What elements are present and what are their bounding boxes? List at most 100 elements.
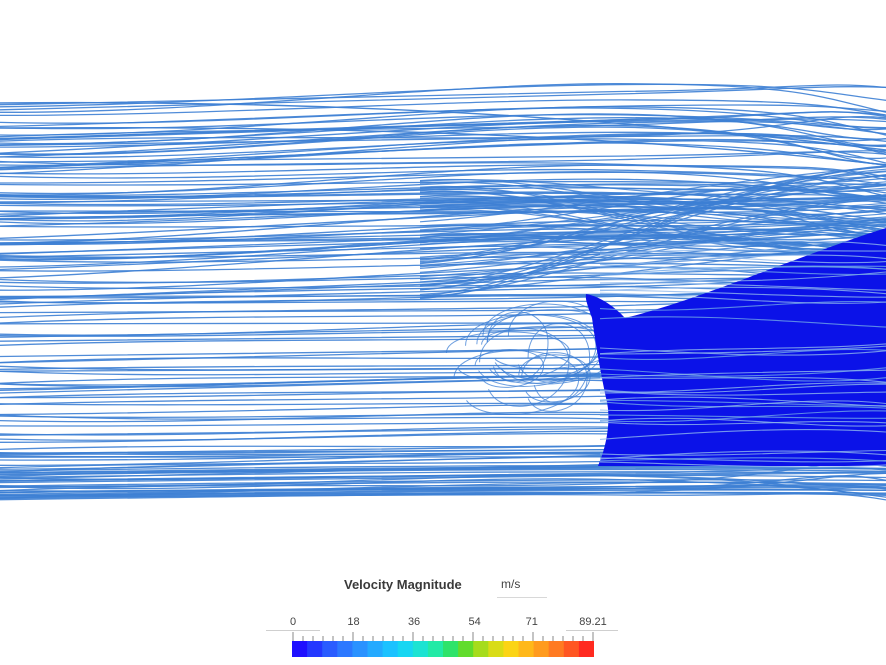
streamline (599, 249, 886, 255)
streamline (599, 254, 886, 267)
streamline (0, 107, 886, 129)
streamline (419, 234, 886, 245)
streamlines-over-body (599, 240, 886, 468)
streamline (599, 461, 886, 468)
colorbar-segment (382, 641, 399, 657)
streamline (0, 140, 886, 169)
unit-label: m/s (501, 577, 521, 591)
colorbar-segment (458, 641, 474, 657)
streamline (479, 328, 570, 407)
streamline (419, 170, 886, 233)
streamline (518, 354, 591, 403)
streamline (0, 120, 886, 158)
streamline (599, 316, 886, 328)
streamline (599, 400, 886, 412)
colorbar-segment (533, 641, 550, 657)
streamline (419, 179, 886, 200)
streamline (599, 286, 886, 295)
streamline (599, 282, 886, 291)
streamline (599, 390, 886, 396)
streamline (0, 126, 886, 160)
streamline (599, 457, 886, 462)
streamline (0, 467, 886, 476)
streamline (0, 466, 886, 474)
streamline (0, 168, 886, 186)
streamline (0, 126, 886, 166)
streamline (599, 401, 886, 409)
colorbar-tick-label: 89.21 (579, 616, 607, 628)
colorbar-tick-label: 71 (525, 616, 538, 628)
colorbar-tick-label: 0 (289, 616, 297, 628)
colorbar-segment (307, 641, 323, 657)
streamline (599, 396, 886, 407)
streamline (599, 347, 886, 356)
colorbar-segment (473, 641, 489, 657)
colorbar-segment (548, 641, 565, 657)
streamline (0, 138, 886, 164)
colorbar-segment (367, 641, 384, 657)
3d-viewport[interactable] (0, 0, 886, 560)
colorbar-segment (292, 641, 308, 657)
streamline (599, 450, 886, 460)
colorbar-underline-left (266, 630, 320, 631)
streamline (599, 292, 886, 304)
colorbar-tick-label: 54 (468, 616, 481, 628)
streamline (0, 132, 886, 168)
streamline (419, 185, 886, 236)
colorbar-tick-label: 36 (407, 616, 421, 628)
streamline (419, 196, 886, 216)
streamline (599, 263, 886, 269)
streamline (0, 479, 886, 487)
streamline (0, 471, 886, 479)
streamline (599, 300, 886, 311)
colorbar-segment (322, 641, 338, 657)
streamline (0, 206, 886, 244)
streamline (0, 198, 886, 220)
streamline (0, 101, 886, 151)
colorbar-segment (412, 641, 429, 657)
colorbar-segment (518, 641, 535, 657)
streamline (419, 168, 886, 287)
streamline (419, 197, 886, 299)
streamline (0, 228, 886, 241)
colorbar-segment (427, 641, 444, 657)
legend-title: Velocity Magnitude (344, 577, 462, 592)
streamline (599, 369, 886, 379)
streamline (599, 343, 886, 355)
streamline (419, 183, 886, 261)
streamline (0, 491, 886, 499)
streamline (419, 240, 886, 248)
streamline (599, 240, 886, 253)
streamline (599, 253, 886, 264)
colorbar-segment (488, 641, 504, 657)
streamline (419, 207, 886, 223)
streamline (474, 349, 545, 388)
streamline (0, 99, 886, 117)
streamline (0, 468, 886, 476)
colorbar-segment (352, 641, 368, 657)
streamline (0, 205, 886, 235)
streamline (599, 417, 886, 427)
colorbar-segment (443, 641, 459, 657)
streamline (599, 420, 886, 426)
colorbar-segment (578, 641, 594, 657)
unit-selector[interactable]: m/s (497, 572, 547, 598)
streamline (445, 331, 571, 382)
streamline (0, 116, 886, 138)
streamline (419, 233, 886, 278)
streamline (0, 117, 886, 154)
streamline (599, 382, 886, 394)
streamline (465, 314, 597, 387)
colorbar-underline-right (566, 630, 618, 631)
streamline (599, 368, 886, 382)
streamline (453, 350, 580, 415)
streamline (0, 160, 886, 181)
streamline (0, 113, 886, 147)
colorbar-tick-label: 18 (347, 616, 360, 628)
colorbar-segment (397, 641, 414, 657)
streamline (419, 166, 886, 265)
streamline (0, 178, 886, 200)
streamline (419, 166, 886, 223)
streamline (599, 271, 886, 282)
streamline (599, 399, 886, 407)
